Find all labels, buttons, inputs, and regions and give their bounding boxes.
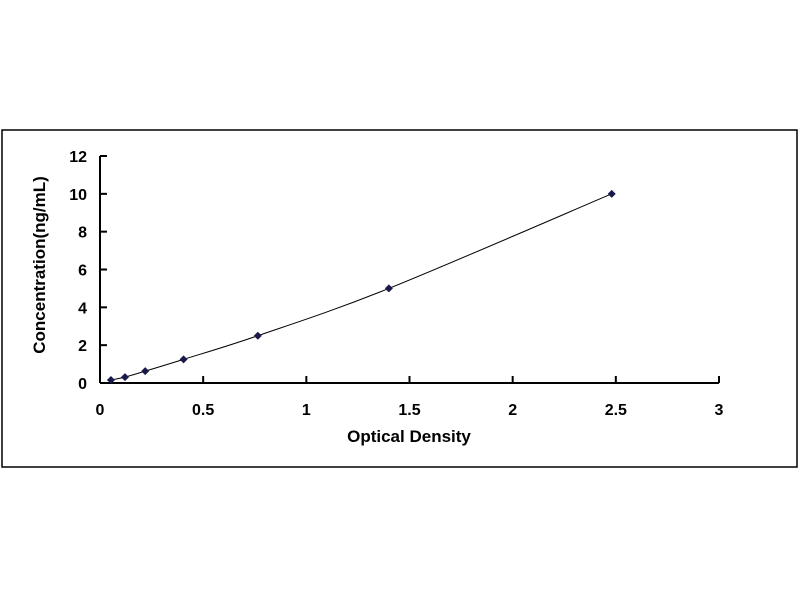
y-tick-label: 8 xyxy=(78,225,87,242)
y-tick-label: 0 xyxy=(78,376,87,393)
x-tick-label: 0.5 xyxy=(192,402,214,419)
x-tick-label: 3 xyxy=(715,402,724,419)
x-tick-label: 0 xyxy=(96,402,105,419)
data-point xyxy=(179,355,188,364)
y-tick-label: 12 xyxy=(69,149,87,166)
y-tick-label: 10 xyxy=(69,187,87,204)
x-tick-label: 1 xyxy=(302,402,311,419)
y-tick-label: 2 xyxy=(78,338,87,355)
chart-frame xyxy=(1,129,798,468)
x-axis-label: Optical Density xyxy=(347,427,471,446)
y-tick-label: 4 xyxy=(78,300,87,317)
data-point xyxy=(106,376,115,385)
x-tick-label: 2 xyxy=(508,402,517,419)
x-tick-label: 2.5 xyxy=(605,402,627,419)
data-point xyxy=(120,373,129,382)
y-axis-label: Concentration(ng/mL) xyxy=(30,176,49,354)
data-point xyxy=(607,189,616,198)
data-point xyxy=(384,284,393,293)
x-tick-label: 1.5 xyxy=(398,402,420,419)
y-tick-label: 6 xyxy=(78,263,87,280)
data-point xyxy=(253,331,262,340)
data-point xyxy=(141,367,150,376)
